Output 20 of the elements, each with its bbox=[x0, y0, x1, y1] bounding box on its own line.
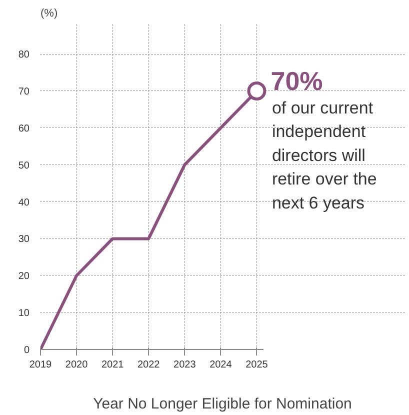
y-tick-label: 70 bbox=[18, 86, 30, 98]
y-tick-label: 80 bbox=[18, 50, 30, 61]
x-tick-label: 2019 bbox=[29, 360, 52, 370]
x-tick-label: 2020 bbox=[65, 360, 88, 370]
x-tick-label: 2021 bbox=[101, 360, 124, 370]
text: of our current independent directors will retire over the next 6 years bbox=[272, 98, 377, 212]
y-tick-label: 50 bbox=[18, 160, 30, 172]
y-tick-label: 0 bbox=[24, 345, 30, 356]
y-axis-title: (%) bbox=[40, 8, 58, 20]
annotation: 70% bbox=[270, 66, 323, 96]
y-tick-label: 20 bbox=[18, 271, 30, 282]
x-tick-label: 2024 bbox=[210, 360, 232, 370]
x-tick-label: 2022 bbox=[137, 360, 160, 370]
y-tick-label: 30 bbox=[18, 234, 30, 246]
x-axis-title: Year No Longer Eligible for Nomination bbox=[93, 396, 352, 412]
y-tick-label: 10 bbox=[18, 308, 30, 320]
y-tick-label: 60 bbox=[18, 123, 30, 134]
x-tick-label: 2025 bbox=[246, 360, 268, 370]
x-tick-label: 2023 bbox=[174, 360, 196, 370]
y-tick-label: 40 bbox=[18, 197, 30, 208]
